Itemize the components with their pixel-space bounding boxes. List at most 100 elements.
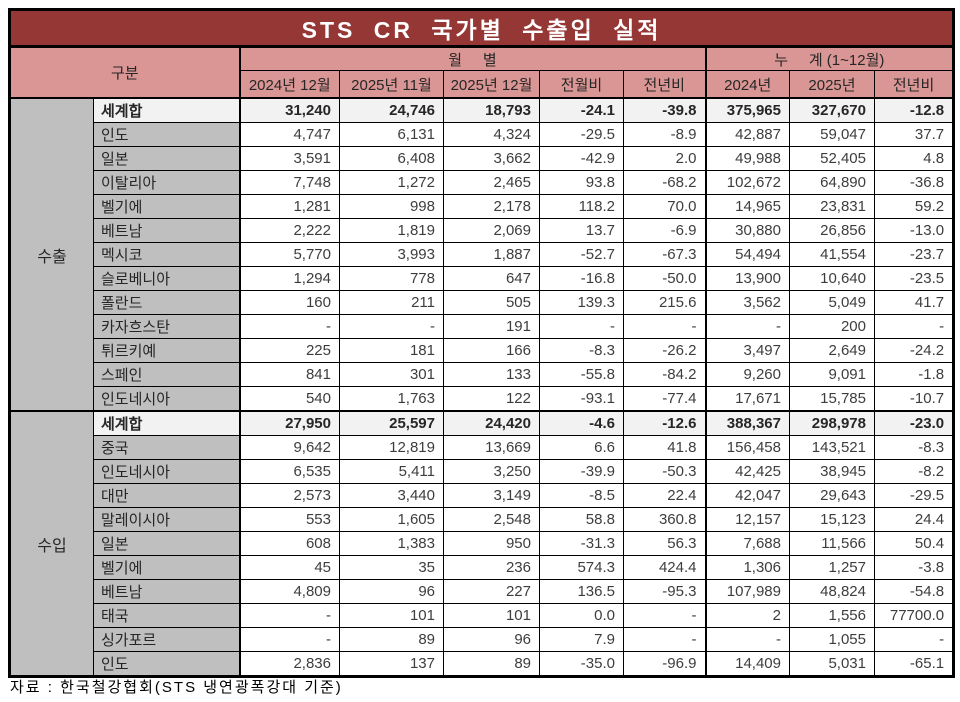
header-col-2024: 2024년 bbox=[704, 70, 790, 99]
row-label: 일본 bbox=[93, 146, 240, 171]
value-cell: 3,149 bbox=[443, 483, 540, 508]
value-cell: -8.3 bbox=[539, 338, 624, 363]
value-cell: 45 bbox=[238, 555, 340, 580]
value-cell: 2,465 bbox=[443, 170, 540, 195]
value-cell: 2,222 bbox=[238, 218, 340, 243]
value-cell: 3,993 bbox=[339, 242, 444, 267]
value-cell: 38,945 bbox=[789, 459, 875, 484]
value-cell: 540 bbox=[238, 386, 340, 412]
table-row: 인도네시아 6,535 5,411 3,250 -39.9 -50.3 42,425 38,9… bbox=[10, 459, 955, 484]
value-cell: 424.4 bbox=[623, 555, 706, 580]
value-cell: 5,049 bbox=[789, 290, 875, 315]
table-row: 베트남 2,222 1,819 2,069 13.7 -6.9 30,880 26,856 -1… bbox=[10, 218, 955, 243]
value-cell: 236 bbox=[443, 555, 540, 580]
value-cell: 160 bbox=[238, 290, 340, 315]
table-row: 중국 9,642 12,819 13,669 6.6 41.8 156,458 143,521… bbox=[10, 435, 955, 460]
value-cell: 3,440 bbox=[339, 483, 444, 508]
value-cell: -54.8 bbox=[873, 579, 955, 604]
value-cell: -13.0 bbox=[873, 218, 955, 243]
value-cell: 59.2 bbox=[873, 194, 955, 219]
value-cell: 5,031 bbox=[789, 651, 875, 677]
value-cell: -77.4 bbox=[623, 386, 706, 412]
value-cell: 327,670 bbox=[789, 97, 875, 123]
value-cell: 24.4 bbox=[873, 507, 955, 532]
row-label: 세계합 bbox=[93, 410, 240, 436]
row-label: 일본 bbox=[93, 531, 240, 556]
value-cell: -23.5 bbox=[873, 266, 955, 291]
value-cell: 388,367 bbox=[704, 410, 790, 436]
row-label: 인도 bbox=[93, 651, 240, 677]
value-cell: 7,688 bbox=[704, 531, 790, 556]
header-col-2025-12: 2025년 12월 bbox=[443, 70, 540, 99]
value-cell: 31,240 bbox=[238, 97, 340, 123]
value-cell: 2,649 bbox=[789, 338, 875, 363]
value-cell: 12,819 bbox=[339, 435, 444, 460]
value-cell: 96 bbox=[443, 627, 540, 652]
table-row: 인도네시아 540 1,763 122 -93.1 -77.4 17,671 15,785 -1… bbox=[10, 386, 955, 412]
value-cell: 56.3 bbox=[623, 531, 706, 556]
value-cell: 14,409 bbox=[704, 651, 790, 677]
header-group-row: 구분 월 별 누 계 (1~12월) bbox=[9, 46, 955, 99]
value-cell: 375,965 bbox=[704, 97, 790, 123]
value-cell: 102,672 bbox=[704, 170, 790, 195]
value-cell: -8.3 bbox=[873, 435, 955, 460]
header-col-yoy-cum: 전년비 bbox=[873, 70, 955, 99]
value-cell: 2,573 bbox=[238, 483, 340, 508]
table-row: 튀르키예 225 181 166 -8.3 -26.2 3,497 2,649 -24.2 bbox=[10, 338, 955, 363]
value-cell: -29.5 bbox=[539, 122, 624, 147]
table-row: 폴란드 160 211 505 139.3 215.6 3,562 5,049 41.7 bbox=[10, 290, 955, 315]
value-cell: 950 bbox=[443, 531, 540, 556]
value-cell: 89 bbox=[443, 651, 540, 677]
value-cell: 3,250 bbox=[443, 459, 540, 484]
header-columns-row: 2024년 12월 2025년 11월 2025년 12월 전월비 전년비 20… bbox=[10, 70, 955, 99]
report-title: STS CR 국가별 수출입 실적 bbox=[8, 9, 955, 48]
value-cell: -52.7 bbox=[539, 242, 624, 267]
value-cell: 647 bbox=[443, 266, 540, 291]
table-row: 베트남 4,809 96 227 136.5 -95.3 107,989 48,824 -54.… bbox=[10, 579, 955, 604]
section-label-import: 수입 bbox=[9, 410, 94, 677]
value-cell: 191 bbox=[443, 314, 540, 339]
value-cell: 1,294 bbox=[238, 266, 340, 291]
value-cell: 12,157 bbox=[704, 507, 790, 532]
value-cell: 9,091 bbox=[789, 362, 875, 387]
value-cell: 58.8 bbox=[539, 507, 624, 532]
value-cell: 29,643 bbox=[789, 483, 875, 508]
value-cell: 6,131 bbox=[339, 122, 444, 147]
value-cell: - bbox=[238, 603, 340, 628]
value-cell: 15,123 bbox=[789, 507, 875, 532]
value-cell: 139.3 bbox=[539, 290, 624, 315]
value-cell: -8.2 bbox=[873, 459, 955, 484]
value-cell: 0.0 bbox=[539, 603, 624, 628]
value-cell: 1,763 bbox=[339, 386, 444, 412]
value-cell: 2,836 bbox=[238, 651, 340, 677]
value-cell: 7,748 bbox=[238, 170, 340, 195]
value-cell: 10,640 bbox=[789, 266, 875, 291]
value-cell: 2.0 bbox=[623, 146, 706, 171]
value-cell: 27,950 bbox=[238, 410, 340, 436]
table-row: 벨기에 45 35 236 574.3 424.4 1,306 1,257 -3.8 bbox=[10, 555, 955, 580]
value-cell: -8.9 bbox=[623, 122, 706, 147]
value-cell: 215.6 bbox=[623, 290, 706, 315]
value-cell: 1,887 bbox=[443, 242, 540, 267]
value-cell: 54,494 bbox=[704, 242, 790, 267]
value-cell: 11,566 bbox=[789, 531, 875, 556]
value-cell: 107,989 bbox=[704, 579, 790, 604]
sts-cr-table: STS CR 국가별 수출입 실적 구분 월 별 누 계 (1~12월) 202… bbox=[8, 8, 956, 678]
value-cell: 17,671 bbox=[704, 386, 790, 412]
table-row: 이탈리아 7,748 1,272 2,465 93.8 -68.2 102,672 64,89… bbox=[10, 170, 955, 195]
value-cell: 5,770 bbox=[238, 242, 340, 267]
table-row: 말레이시아 553 1,605 2,548 58.8 360.8 12,157 15,123 2… bbox=[10, 507, 955, 532]
row-label: 튀르키예 bbox=[93, 338, 240, 363]
value-cell: 50.4 bbox=[873, 531, 955, 556]
value-cell: 13,900 bbox=[704, 266, 790, 291]
row-label: 스페인 bbox=[93, 362, 240, 387]
row-label: 중국 bbox=[93, 435, 240, 460]
table-row: 스페인 841 301 133 -55.8 -84.2 9,260 9,091 -1.8 bbox=[10, 362, 955, 387]
value-cell: 25,597 bbox=[339, 410, 444, 436]
header-monthly: 월 별 bbox=[238, 46, 706, 71]
value-cell: -35.0 bbox=[539, 651, 624, 677]
row-label: 이탈리아 bbox=[93, 170, 240, 195]
value-cell: 48,824 bbox=[789, 579, 875, 604]
value-cell: 101 bbox=[443, 603, 540, 628]
